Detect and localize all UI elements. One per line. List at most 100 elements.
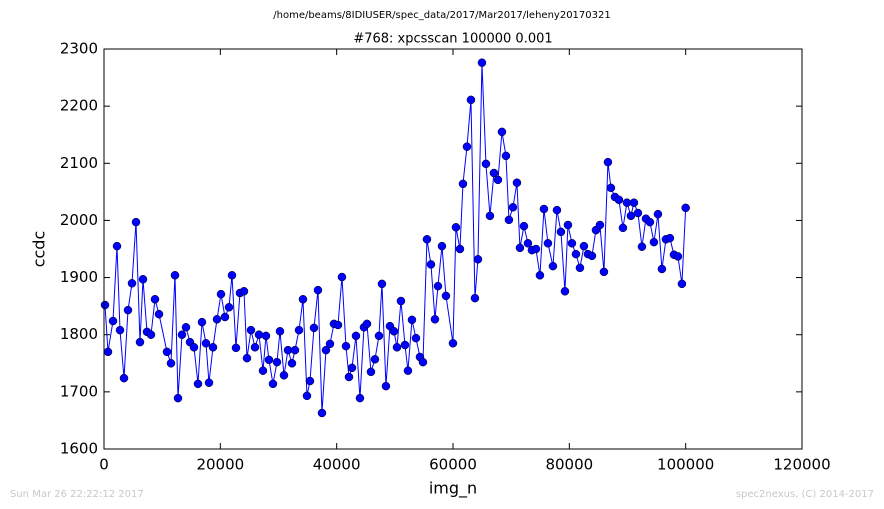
data-point bbox=[396, 296, 406, 306]
data-point bbox=[246, 325, 256, 335]
data-point bbox=[535, 271, 545, 280]
y-tick-label: 1900 bbox=[60, 268, 98, 286]
data-point bbox=[665, 233, 675, 243]
data-point bbox=[275, 327, 285, 336]
data-point bbox=[629, 198, 639, 207]
data-point bbox=[224, 303, 234, 312]
data-point bbox=[272, 357, 282, 367]
y-tick-label: 2300 bbox=[60, 40, 98, 58]
data-point bbox=[407, 315, 417, 325]
data-line bbox=[104, 62, 687, 414]
data-point bbox=[441, 291, 451, 301]
data-point bbox=[657, 264, 667, 274]
data-point bbox=[193, 379, 203, 389]
data-point bbox=[135, 337, 145, 347]
data-point bbox=[681, 203, 690, 213]
data-point bbox=[466, 95, 476, 105]
data-point bbox=[250, 343, 260, 352]
data-point bbox=[437, 241, 447, 251]
data-point bbox=[146, 330, 156, 339]
data-point bbox=[333, 320, 343, 330]
data-point bbox=[294, 325, 304, 335]
data-point bbox=[481, 159, 491, 169]
data-point bbox=[587, 251, 597, 261]
data-point bbox=[543, 239, 553, 248]
data-point bbox=[204, 378, 214, 387]
data-point bbox=[548, 261, 558, 271]
data-point bbox=[268, 379, 278, 389]
data-point bbox=[523, 239, 533, 248]
data-point bbox=[287, 359, 297, 368]
data-point bbox=[504, 215, 514, 225]
data-point bbox=[560, 287, 570, 296]
data-point bbox=[519, 221, 529, 231]
data-point bbox=[458, 179, 468, 189]
data-point bbox=[321, 345, 331, 355]
data-point bbox=[366, 367, 376, 377]
data-point bbox=[477, 58, 487, 67]
data-point bbox=[220, 312, 230, 322]
data-point bbox=[279, 371, 289, 380]
data-point bbox=[653, 209, 663, 219]
x-tick-label: 100000 bbox=[657, 456, 714, 474]
data-point bbox=[451, 223, 461, 232]
data-point bbox=[189, 343, 199, 352]
data-point bbox=[108, 316, 118, 326]
data-point bbox=[173, 393, 183, 403]
data-point bbox=[344, 372, 354, 382]
data-point bbox=[673, 252, 683, 261]
data-point bbox=[645, 217, 655, 227]
data-point bbox=[317, 408, 327, 418]
data-point bbox=[309, 323, 319, 333]
footer-right: spec2nexus, (C) 2014-2017 bbox=[736, 489, 874, 500]
data-point bbox=[552, 205, 562, 215]
data-point bbox=[618, 223, 628, 233]
data-point bbox=[254, 330, 264, 339]
data-point bbox=[455, 244, 465, 254]
data-point bbox=[123, 305, 133, 315]
data-point bbox=[112, 241, 122, 251]
data-point bbox=[216, 289, 226, 299]
plot-area bbox=[100, 58, 690, 418]
data-point bbox=[489, 168, 499, 178]
data-point bbox=[515, 243, 525, 253]
data-point bbox=[389, 327, 399, 336]
data-point bbox=[426, 260, 436, 269]
data-point bbox=[131, 217, 141, 227]
data-point bbox=[595, 220, 605, 230]
data-point bbox=[567, 239, 577, 248]
data-point bbox=[258, 366, 268, 375]
data-point bbox=[242, 353, 252, 363]
data-point bbox=[127, 279, 137, 288]
data-point bbox=[362, 319, 372, 329]
data-point bbox=[181, 323, 191, 332]
y-tick-label: 1800 bbox=[60, 325, 98, 343]
data-point bbox=[166, 359, 176, 368]
data-point bbox=[103, 347, 113, 357]
data-point bbox=[302, 391, 312, 401]
y-tick-label: 2000 bbox=[60, 211, 98, 229]
data-point bbox=[177, 330, 187, 339]
data-point bbox=[579, 241, 589, 251]
data-point bbox=[341, 341, 351, 351]
x-tick-label: 60000 bbox=[429, 456, 477, 474]
data-point bbox=[305, 376, 315, 386]
data-point bbox=[473, 255, 483, 264]
footer-left: Sun Mar 26 22:22:12 2017 bbox=[10, 489, 144, 500]
data-point bbox=[531, 244, 541, 254]
data-point bbox=[677, 279, 687, 289]
data-point bbox=[497, 127, 507, 137]
y-tick-label: 2100 bbox=[60, 154, 98, 172]
data-point bbox=[649, 237, 659, 247]
data-point bbox=[347, 363, 357, 373]
data-point bbox=[485, 211, 495, 221]
data-point bbox=[115, 325, 125, 335]
data-point bbox=[298, 295, 308, 304]
data-point bbox=[261, 331, 271, 341]
data-point bbox=[563, 220, 573, 230]
data-point bbox=[422, 235, 432, 244]
y-axis-label: ccdc bbox=[30, 231, 49, 268]
suptitle: /home/beams/8IDIUSER/spec_data/2017/Mar2… bbox=[273, 10, 610, 21]
data-point bbox=[201, 339, 211, 348]
